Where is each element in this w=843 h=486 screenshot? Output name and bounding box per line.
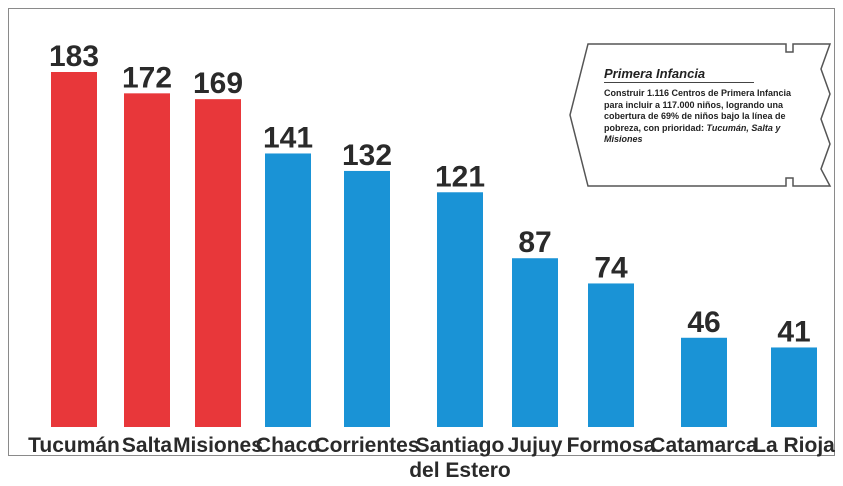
category-label-5-line-0: Santiago <box>416 434 505 457</box>
note-callout-shape <box>569 43 832 187</box>
note-body-text: Construir 1.116 Centros de Primera Infan… <box>604 88 792 133</box>
data-label-2: 169 <box>193 67 243 100</box>
category-label-5-line-1: del Estero <box>409 459 511 482</box>
category-label-2: Misiones <box>173 434 263 457</box>
bar-0 <box>51 72 97 427</box>
bar-7 <box>588 283 634 427</box>
data-label-4: 132 <box>342 139 392 172</box>
category-label-6: Jujuy <box>508 434 563 457</box>
data-label-0: 183 <box>49 40 99 73</box>
category-label-9: La Rioja <box>753 434 835 457</box>
note-callout: Primera Infancia Construir 1.116 Centros… <box>604 66 800 146</box>
data-label-7: 74 <box>594 251 628 284</box>
bar-9 <box>771 347 817 427</box>
data-label-9: 41 <box>777 315 810 348</box>
data-label-5: 121 <box>435 160 485 193</box>
bar-4 <box>344 170 390 427</box>
note-body: Construir 1.116 Centros de Primera Infan… <box>604 88 800 146</box>
data-label-1: 172 <box>122 61 172 94</box>
bar-2 <box>195 99 241 427</box>
bar-1 <box>124 93 170 427</box>
bar-6 <box>512 258 558 427</box>
data-label-8: 46 <box>687 306 720 339</box>
note-priority-list: Tucumán, Salta y Misiones <box>604 122 781 145</box>
category-label-0: Tucumán <box>28 434 120 457</box>
bar-3 <box>265 153 311 427</box>
bar-8 <box>681 337 727 427</box>
bar-5 <box>437 192 483 427</box>
category-label-3: Chaco <box>256 434 320 457</box>
note-title: Primera Infancia <box>604 66 754 83</box>
category-label-8: Catamarca <box>650 434 758 457</box>
category-label-7: Formosa <box>567 434 656 457</box>
category-label-4: Corrientes <box>314 434 419 457</box>
category-label-1: Salta <box>122 434 173 457</box>
data-label-3: 141 <box>263 121 313 154</box>
data-label-6: 87 <box>518 226 551 259</box>
